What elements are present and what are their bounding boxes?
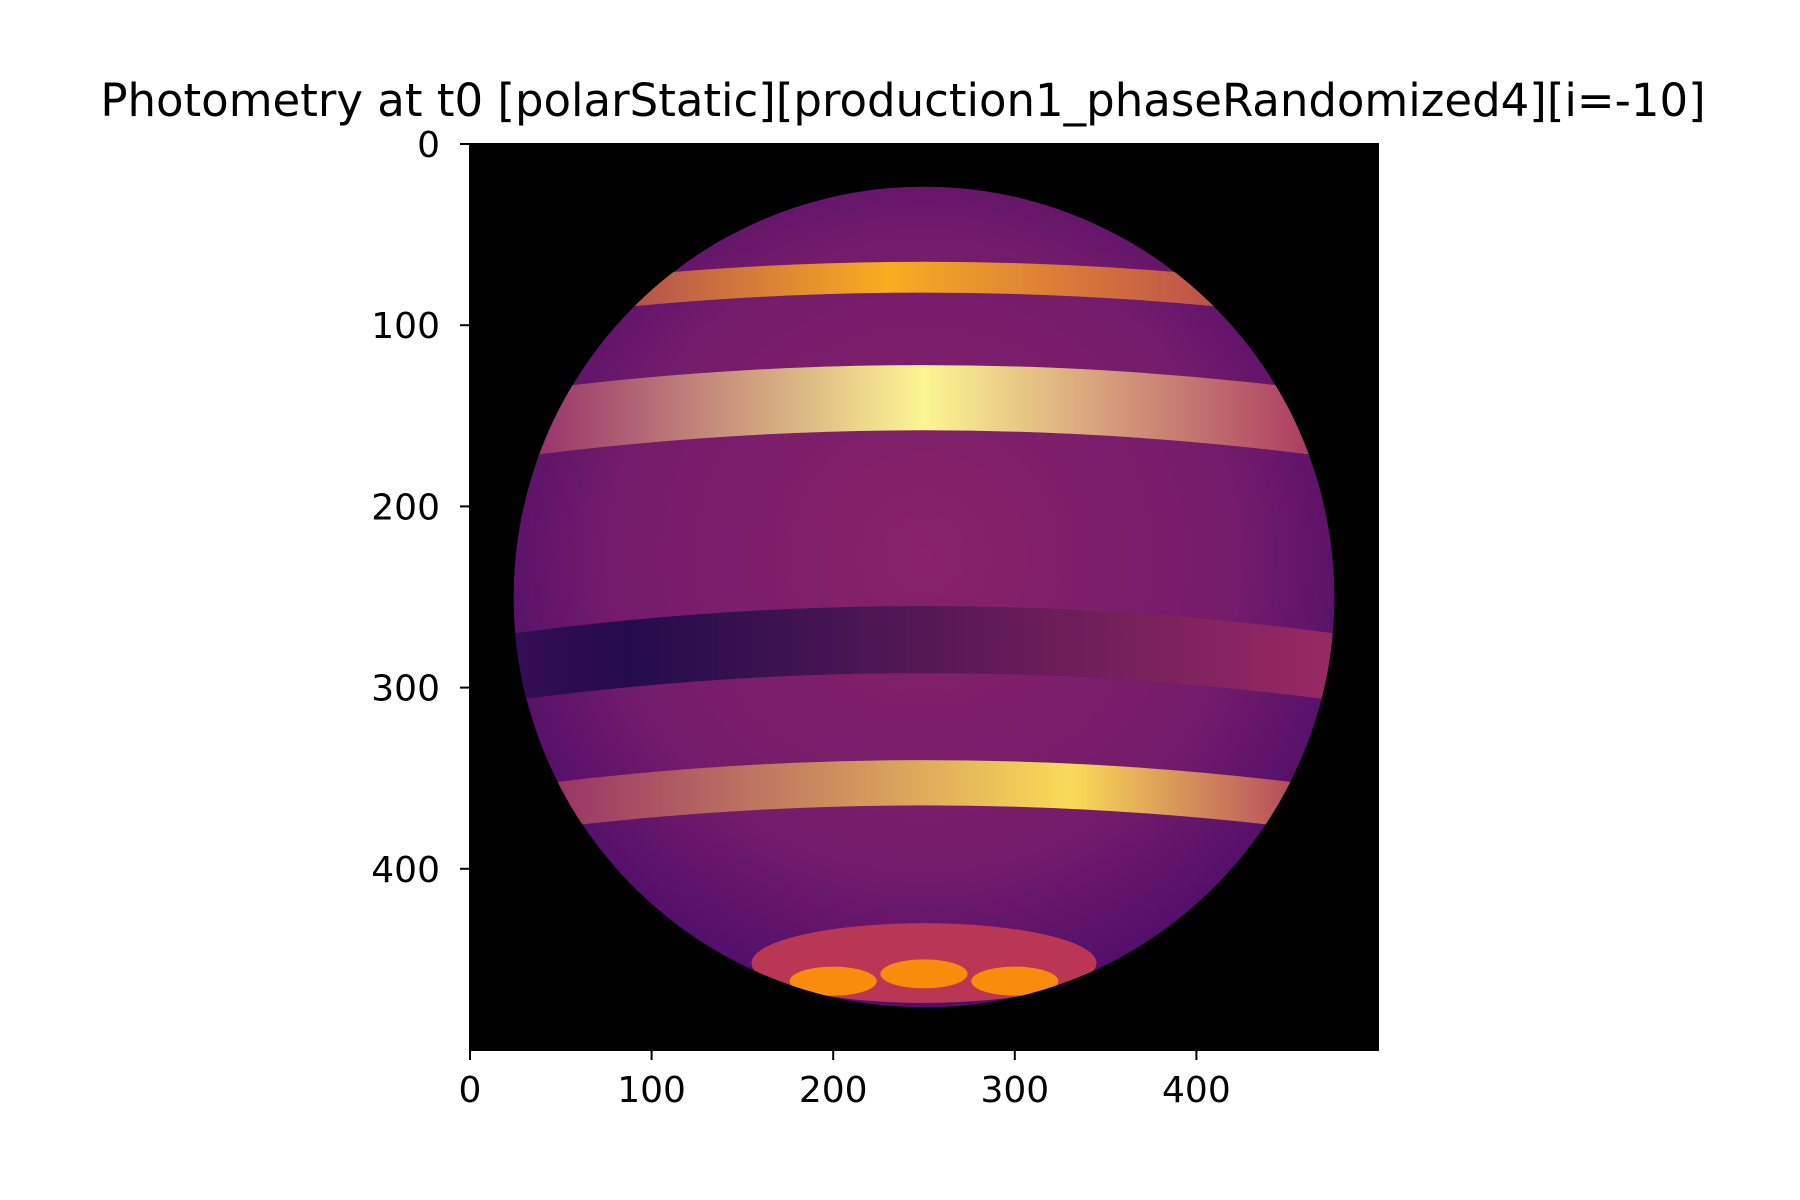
x-tick-label: 100 bbox=[617, 1070, 686, 1111]
y-tick-label: 0 bbox=[417, 125, 440, 166]
chart-title: Photometry at t0 [polarStatic][productio… bbox=[100, 74, 1705, 127]
disk-base bbox=[513, 186, 1335, 1008]
latitude-band bbox=[513, 365, 1335, 459]
planet-disk bbox=[513, 186, 1335, 1008]
y-tick-label: 400 bbox=[371, 850, 440, 891]
x-tick-label: 200 bbox=[799, 1070, 868, 1111]
y-tick-label: 300 bbox=[371, 669, 440, 710]
latitude-band bbox=[513, 760, 1335, 834]
y-tick-label: 200 bbox=[371, 487, 440, 528]
x-tick-label: 0 bbox=[459, 1070, 482, 1111]
polar-spot bbox=[880, 959, 968, 989]
polar-spot bbox=[971, 966, 1059, 996]
plot-frame bbox=[469, 143, 1379, 1051]
y-tick-label: 100 bbox=[371, 306, 440, 347]
x-tick-label: 300 bbox=[980, 1070, 1049, 1111]
polar-spot bbox=[789, 966, 877, 996]
latitude-band bbox=[513, 606, 1335, 702]
latitude-band bbox=[513, 261, 1335, 321]
plot-area bbox=[469, 143, 1379, 1051]
x-tick-label: 400 bbox=[1162, 1070, 1231, 1111]
y-axis: 0 100 200 300 400 bbox=[371, 125, 470, 891]
x-axis: 0 100 200 300 400 bbox=[459, 1050, 1231, 1111]
